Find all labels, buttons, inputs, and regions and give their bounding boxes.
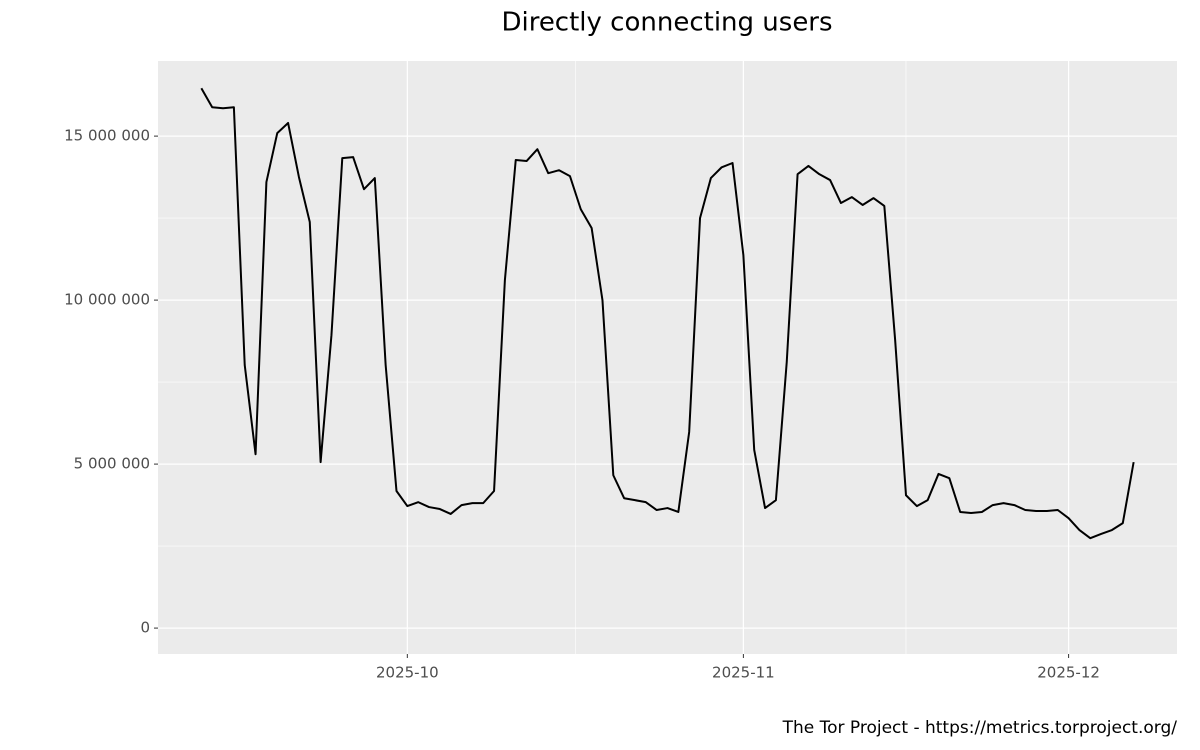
x-tick-label: 2025-12 xyxy=(1037,664,1100,682)
x-tick-label: 2025-11 xyxy=(712,664,775,682)
y-tick-label: 0 xyxy=(140,619,150,637)
data-line xyxy=(200,87,1135,540)
plot-panel xyxy=(158,61,1177,654)
y-tick-label: 5 000 000 xyxy=(74,455,150,473)
x-tick-label: 2025-10 xyxy=(376,664,439,682)
chart-title: Directly connecting users xyxy=(501,8,832,38)
y-tick-label: 15 000 000 xyxy=(64,127,150,145)
caption: The Tor Project - https://metrics.torpro… xyxy=(782,718,1178,738)
y-tick-label: 10 000 000 xyxy=(64,291,150,309)
